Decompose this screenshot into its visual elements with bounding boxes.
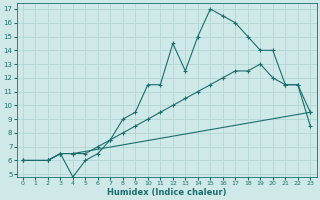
- X-axis label: Humidex (Indice chaleur): Humidex (Indice chaleur): [107, 188, 226, 197]
